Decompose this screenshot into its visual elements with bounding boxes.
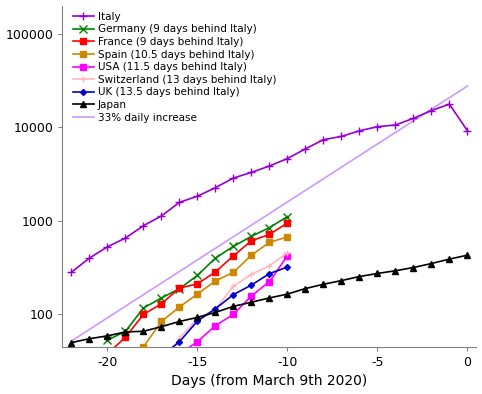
Legend: Italy, Germany (9 days behind Italy), France (9 days behind Italy), Spain (10.5 : Italy, Germany (9 days behind Italy), Fr… [72, 11, 277, 124]
X-axis label: Days (from March 9th 2020): Days (from March 9th 2020) [171, 374, 368, 388]
